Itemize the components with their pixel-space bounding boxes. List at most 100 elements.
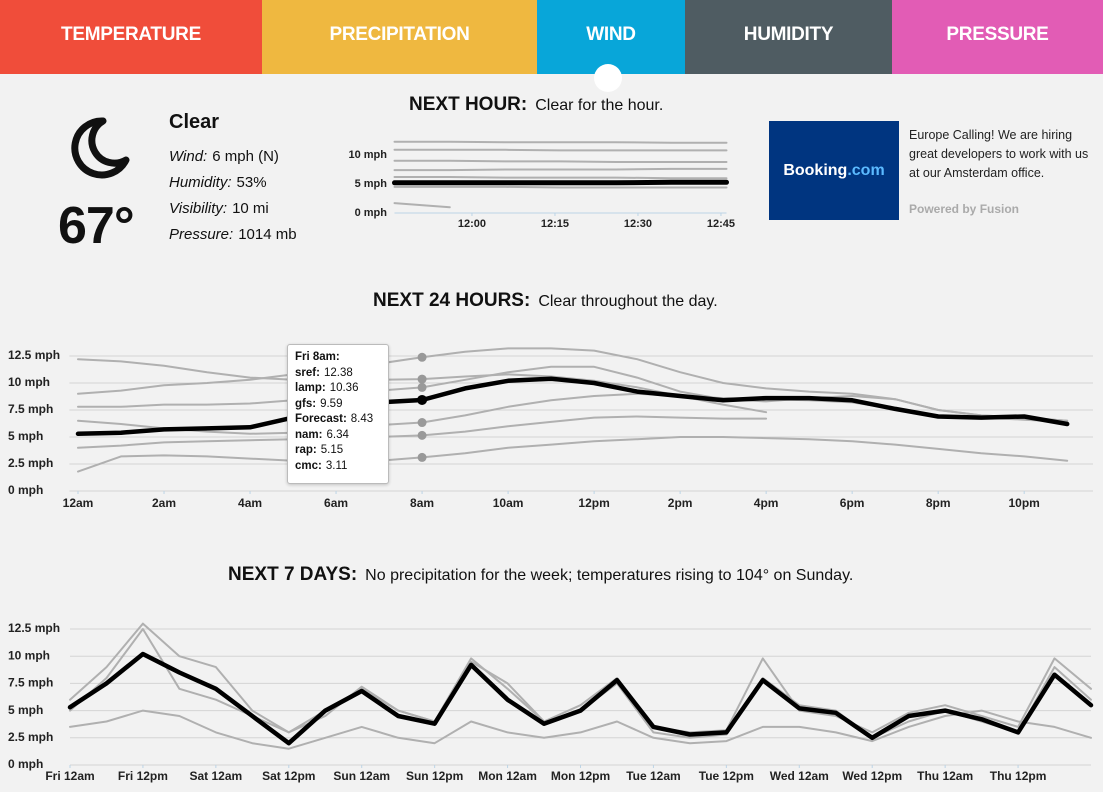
x-tick-label: Wed 12am (770, 769, 829, 783)
series-line (67, 651, 1094, 746)
tooltip-value: 10.36 (329, 382, 359, 394)
x-tick-label: Mon 12am (478, 769, 537, 783)
x-tick-label: 12:15 (541, 218, 569, 230)
y-tick-label: 5 mph (8, 429, 43, 443)
summary: Clear (169, 111, 220, 133)
tab[interactable]: PRECIPITATION (262, 0, 537, 74)
series-line (393, 176, 728, 180)
series-line (77, 436, 1069, 473)
temperature: 67° (58, 197, 135, 255)
tooltip-row: lamp10.36 (295, 381, 381, 397)
heading: NEXT HOUR: Clear for the hour. (409, 94, 663, 116)
tooltip-series: lamp (295, 382, 326, 394)
x-tick-label: 12am (63, 496, 94, 510)
tooltip-value: 6.34 (326, 428, 349, 441)
tooltip-value: 9.59 (320, 397, 343, 410)
x-tick-label: 10pm (1009, 496, 1040, 510)
y-tick-label: 12.5 mph (8, 348, 60, 362)
heading-title: NEXT HOUR: (409, 94, 528, 115)
tooltip-row: rap5.15 (295, 443, 381, 459)
hover-dot (417, 430, 427, 440)
y-tick-label: 2.5 mph (8, 730, 53, 744)
tooltip-series: cmc (295, 460, 322, 472)
x-tick-label: Wed 12pm (842, 769, 902, 783)
detail: Wind: 6 mph (N) (169, 148, 279, 165)
tab[interactable]: PRESSURE (892, 0, 1103, 74)
ad-brand: Booking (783, 162, 848, 179)
tooltip-series: sref (295, 367, 320, 379)
x-tick-label: Sat 12pm (262, 769, 315, 783)
y-tick-label: 12.5 mph (8, 621, 60, 635)
x-tick-label: Fri 12pm (118, 769, 168, 783)
hover-dot (417, 352, 427, 362)
series-line (393, 185, 728, 189)
series-line (393, 159, 728, 163)
x-tick-label: 2am (152, 496, 176, 510)
detail: Humidity: 53% (169, 174, 267, 191)
x-tick-label: Fri 12am (45, 769, 94, 783)
active-tab-notch (594, 64, 622, 92)
detail-label: Wind: (169, 148, 208, 165)
heading-title: NEXT 7 DAYS: (228, 564, 358, 585)
ad-powered-by[interactable]: Powered by Fusion (909, 202, 1020, 216)
hover-dot (417, 382, 427, 392)
tooltip-series: Forecast (295, 413, 347, 425)
detail: Pressure: 1014 mb (169, 226, 297, 243)
series-line (393, 202, 451, 209)
x-tick-label: Tue 12am (626, 769, 680, 783)
x-tick-label: 12:30 (624, 218, 652, 230)
heading-summary: No precipitation for the week; temperatu… (365, 567, 854, 584)
tab[interactable]: TEMPERATURE (0, 0, 262, 74)
tooltip-series: gfs (295, 398, 316, 410)
x-tick-label: 6am (324, 496, 348, 510)
tab-bar: TEMPERATURE PRECIPITATION WIND HUMIDITY … (0, 0, 1103, 74)
tooltip: Fri 8am: sref12.38lamp10.36gfs9.59Foreca… (287, 344, 389, 484)
x-tick-label: Sun 12am (333, 769, 390, 783)
x-tick-label: Thu 12am (917, 769, 973, 783)
y-tick-label: 10 mph (8, 375, 50, 389)
x-tick-label: 12pm (578, 496, 609, 510)
x-tick-label: 12:45 (707, 218, 735, 230)
tab-active[interactable]: WIND (537, 0, 685, 74)
tooltip-row: nam6.34 (295, 428, 381, 444)
detail-label: Pressure: (169, 226, 234, 243)
tooltip-title: Fri 8am: (295, 351, 340, 363)
ad-logo[interactable]: Booking.com (769, 121, 899, 220)
x-tick-label: Tue 12pm (699, 769, 754, 783)
y-tick-label: 5 mph (8, 703, 43, 717)
tooltip-row: Forecast8.43 (295, 412, 381, 428)
hover-dot (417, 394, 428, 405)
y-tick-label: 0 mph (8, 757, 43, 771)
detail-label: Visibility: (169, 200, 228, 217)
tooltip-value: 3.11 (325, 459, 348, 472)
series-line (393, 148, 728, 152)
ad-text[interactable]: Europe Calling! We are hiring great deve… (909, 128, 1089, 180)
tooltip-row: cmc3.11 (295, 459, 381, 475)
detail: Visibility: 10 mi (169, 200, 269, 217)
x-tick-label: Sun 12pm (406, 769, 463, 783)
tooltip-value: 5.15 (320, 444, 344, 456)
heading: NEXT 7 DAYS: No precipitation for the wee… (228, 564, 853, 586)
y-tick-label: 0 mph (355, 207, 388, 219)
weather-icon (71, 117, 130, 179)
tab[interactable]: HUMIDITY (685, 0, 892, 74)
series-line (393, 140, 728, 144)
x-tick-label: 4pm (754, 496, 779, 510)
y-tick-label: 10 mph (348, 149, 387, 161)
ad-brand-suffix: .com (847, 162, 885, 179)
detail-value: 6 mph (N) (212, 148, 279, 165)
detail-value: 1014 mb (238, 226, 297, 243)
series-line (393, 167, 728, 172)
tooltip-value: 8.43 (350, 413, 374, 425)
x-tick-label: 10am (493, 496, 524, 510)
tooltip-value: 12.38 (323, 366, 353, 379)
y-tick-label: 5 mph (355, 178, 388, 190)
series-line (75, 376, 1070, 437)
tooltip-row: gfs 9.59 (295, 397, 381, 413)
y-tick-label: 7.5 mph (8, 402, 53, 416)
series-line (69, 709, 1092, 750)
heading-summary: Clear throughout the day. (538, 293, 718, 310)
tooltip-row: sref12.38 (295, 366, 381, 382)
